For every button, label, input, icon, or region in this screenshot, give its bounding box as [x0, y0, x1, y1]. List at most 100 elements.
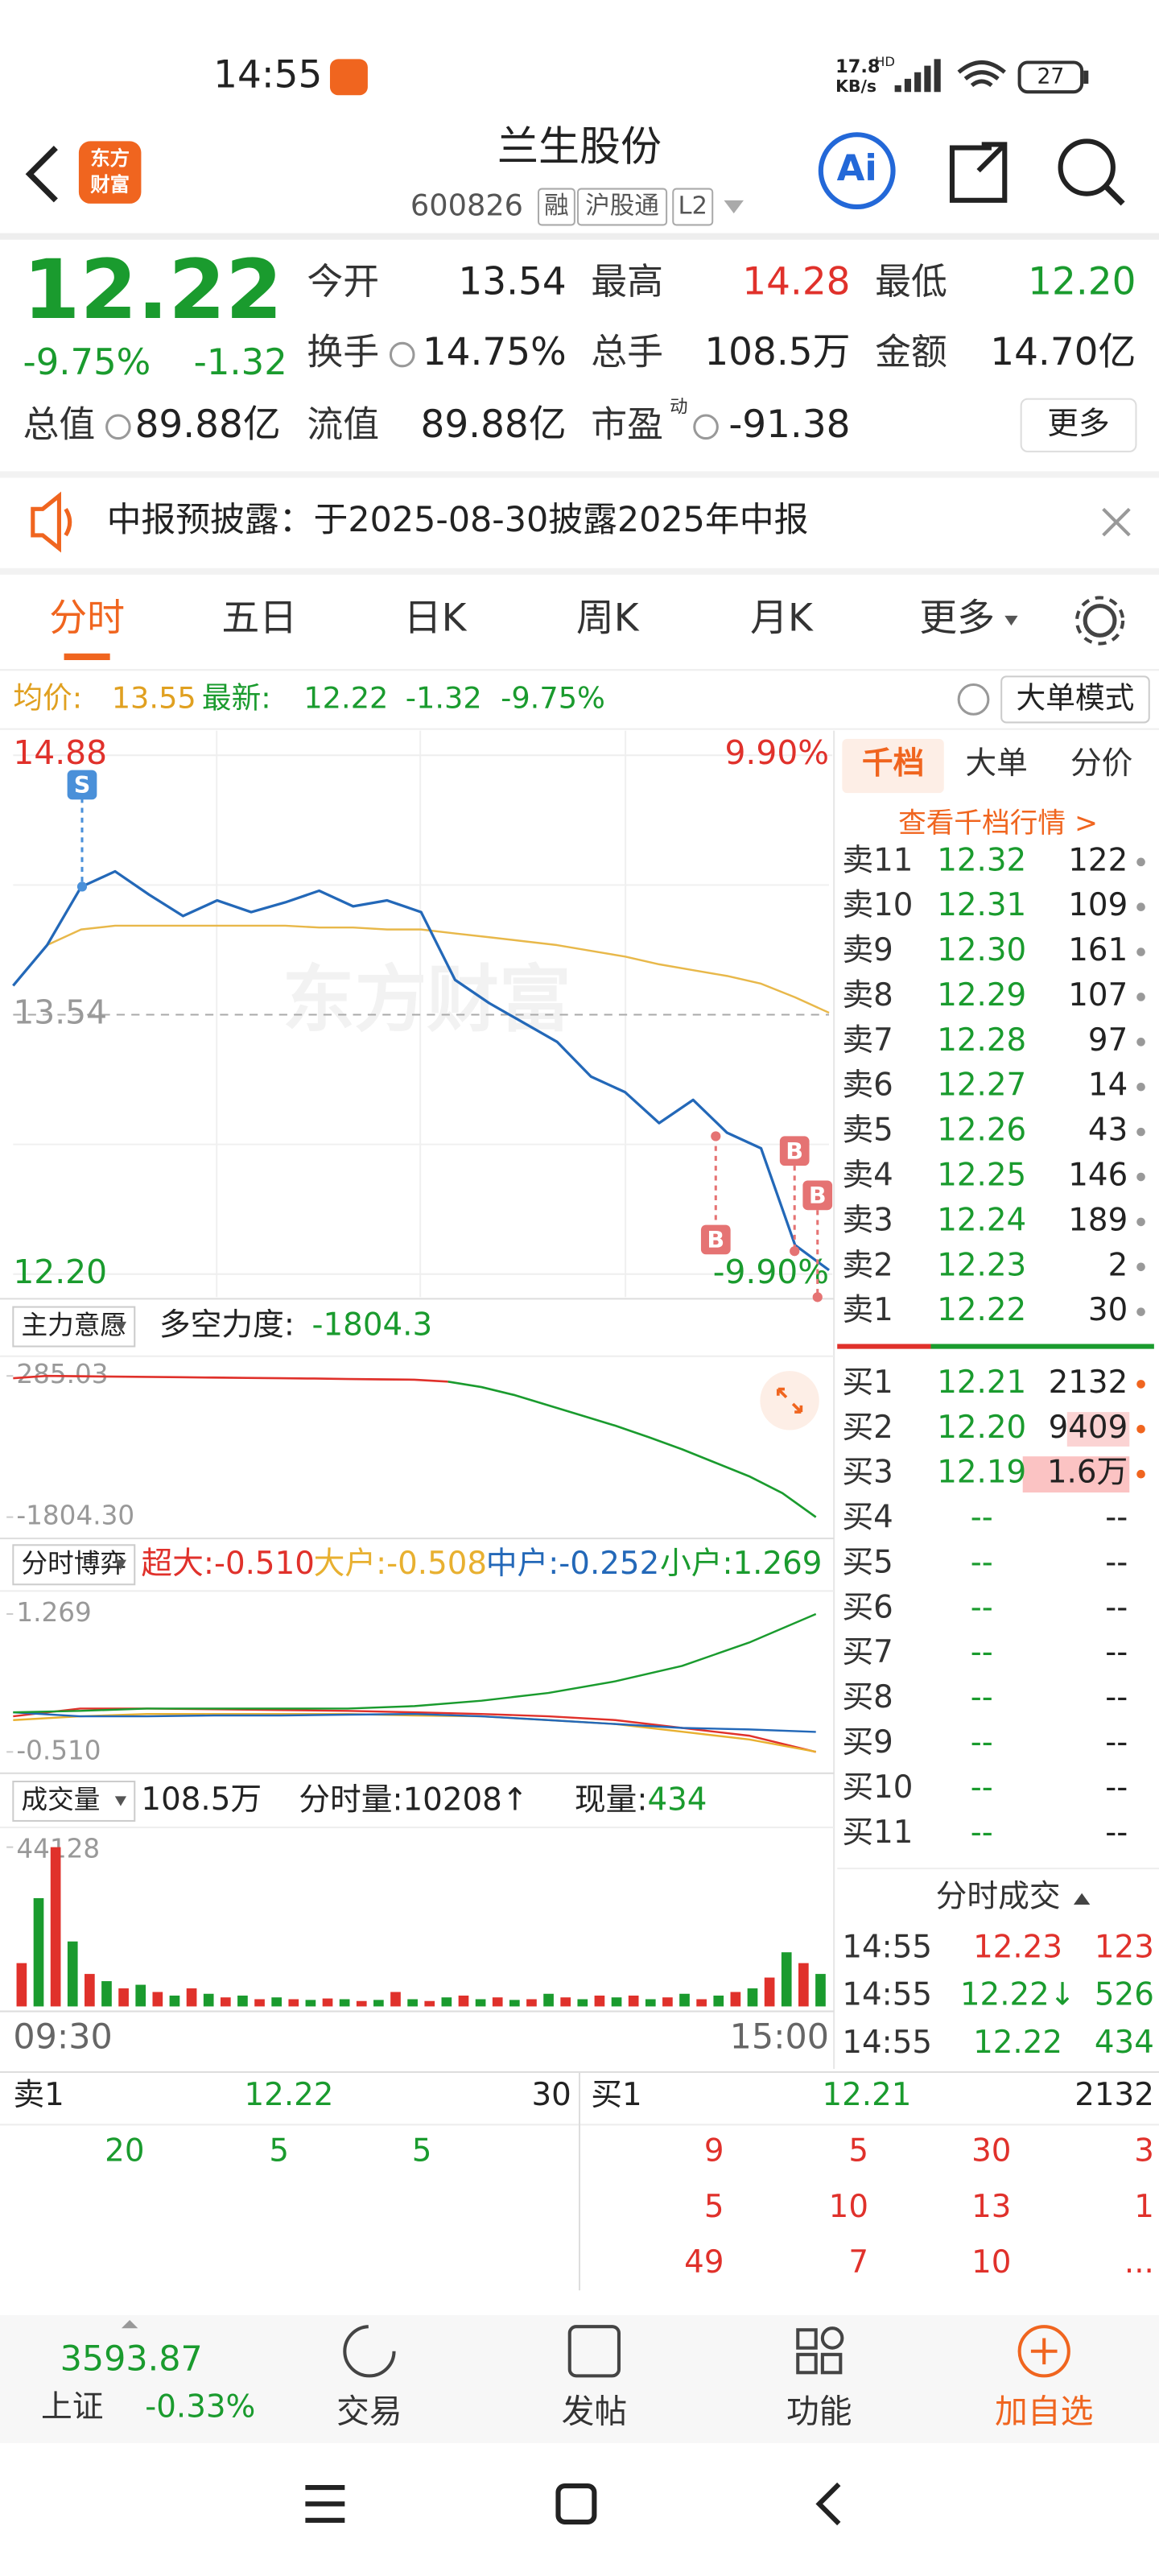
tab[interactable]: 五日: [221, 596, 297, 640]
x-tick-label: 15:00: [730, 2017, 829, 2058]
ai-label[interactable]: Ai: [837, 147, 877, 189]
book-price: --: [971, 1679, 993, 1715]
bottom-nav: [0, 2314, 1159, 2443]
depth-bar: [1022, 1456, 1130, 1493]
volume-bar: [662, 1997, 673, 2007]
indicator-selector[interactable]: [12, 1306, 136, 1348]
avg-line: [12, 924, 830, 1014]
text-part: 现量:: [575, 1781, 648, 1818]
volume-bar: [271, 1997, 282, 2007]
book-price: --: [971, 1544, 993, 1580]
y-tick-label: -1804.30: [16, 1501, 134, 1531]
info-icon[interactable]: [105, 414, 131, 440]
book-level: 卖7: [842, 1022, 893, 1059]
info-icon[interactable]: [389, 341, 415, 368]
latest-label: 最新:: [202, 680, 271, 715]
more-button[interactable]: [1020, 398, 1137, 452]
text-part: 超大: [141, 1545, 204, 1581]
trade-time: 14:55: [842, 1977, 932, 2013]
indicator-selector[interactable]: [12, 1544, 136, 1586]
wifi-icon: [957, 60, 1006, 88]
nav-item[interactable]: 加自选: [995, 2392, 1093, 2430]
book-level: 卖1: [842, 1292, 893, 1328]
trade-price: 12.23: [973, 1930, 1062, 1966]
home-button[interactable]: [555, 2483, 597, 2524]
annotation-badge: [67, 770, 97, 800]
back-button[interactable]: [25, 146, 58, 203]
table-volume: 2132: [1074, 2077, 1154, 2113]
info-icon[interactable]: [693, 414, 719, 440]
post-icon[interactable]: [567, 2325, 621, 2378]
tab[interactable]: 月K: [750, 596, 814, 640]
book-price: 12.19: [937, 1455, 1026, 1491]
book-dot: [1136, 902, 1145, 912]
back-nav-button[interactable]: [815, 2482, 841, 2526]
annotation-dot: [812, 1292, 823, 1302]
period-volume: 分时量:10208↑: [299, 1781, 528, 1818]
close-button[interactable]: [1102, 507, 1131, 537]
nav-item[interactable]: 交易: [336, 2392, 402, 2430]
annotation-dot: [76, 881, 88, 892]
book-volume: --: [1105, 1814, 1128, 1851]
nav-item[interactable]: 发帖: [562, 2392, 628, 2430]
y2-tick-label: -9.90%: [713, 1253, 829, 1291]
ai-button[interactable]: [818, 132, 896, 210]
help-icon[interactable]: [957, 683, 990, 716]
settings-button[interactable]: [1083, 604, 1117, 638]
dropdown-arrow[interactable]: [724, 200, 744, 214]
indicator-name[interactable]: 成交量: [22, 1784, 101, 1814]
indicator-selector[interactable]: [12, 1780, 136, 1822]
legend-entry: 超大:-0.510: [141, 1545, 314, 1581]
depth-bar: [1066, 1412, 1130, 1447]
field-value: 14.70亿: [990, 330, 1136, 374]
mode-button[interactable]: [1000, 675, 1150, 724]
book-volume: 146: [1068, 1158, 1128, 1194]
order-cell: 20: [105, 2132, 144, 2169]
expand-button[interactable]: [760, 1371, 819, 1430]
book-tab[interactable]: 千档: [862, 745, 925, 782]
volume-bar: [781, 1952, 792, 2007]
book-tab[interactable]: 分价: [1070, 745, 1133, 782]
book-volume: 30: [1088, 1292, 1128, 1328]
volume-bar: [305, 2000, 316, 2007]
book-level: 买11: [842, 1814, 913, 1851]
book-level: 卖9: [842, 932, 893, 968]
menu-button[interactable]: [305, 2485, 345, 2523]
book-level: 买1: [842, 1364, 893, 1401]
avg-value: 13.55: [112, 680, 196, 715]
book-link[interactable]: 查看千档行情 >: [898, 807, 1098, 840]
nav-item[interactable]: 功能: [786, 2392, 852, 2430]
book-level: 卖11: [842, 842, 913, 878]
index-arrow: [121, 2320, 138, 2329]
share-button[interactable]: [949, 142, 1008, 203]
tab[interactable]: 分时: [49, 596, 125, 640]
y-tick-label: 285.03: [16, 1359, 108, 1389]
book-volume: 189: [1068, 1202, 1128, 1238]
indicator-name[interactable]: 主力意愿: [22, 1310, 127, 1340]
trade-price: 12.22↓: [960, 1977, 1075, 2013]
current-volume: 现量:434: [575, 1781, 707, 1818]
search-button[interactable]: [1058, 138, 1116, 196]
book-volume: 14: [1088, 1067, 1128, 1104]
sort-arrow[interactable]: [1073, 1893, 1091, 1905]
tab[interactable]: 日K: [404, 596, 468, 640]
volume-bar: [254, 1999, 265, 2007]
function-icon[interactable]: [796, 2326, 844, 2375]
tag-box: [576, 188, 668, 226]
book-level: 买3: [842, 1455, 893, 1491]
annotation-badge: [779, 1136, 810, 1166]
trade-icon[interactable]: [343, 2325, 396, 2378]
add-watch-icon[interactable]: [1017, 2325, 1070, 2378]
indicator-name[interactable]: 分时博弈: [22, 1548, 127, 1579]
field-superscript: 动: [670, 396, 687, 417]
tab[interactable]: 更多: [919, 596, 995, 640]
trades-title: 分时成交: [936, 1878, 1061, 1914]
tab[interactable]: 周K: [576, 596, 640, 640]
mode-button-label[interactable]: 大单模式: [1017, 680, 1135, 715]
indicator-line: [13, 1612, 817, 1714]
field-label: 总手: [591, 331, 663, 374]
more-button-label[interactable]: 更多: [1047, 406, 1110, 442]
book-tab[interactable]: 大单: [965, 745, 1028, 782]
order-cell: 10: [971, 2244, 1011, 2281]
order-cell: 30: [971, 2132, 1011, 2169]
